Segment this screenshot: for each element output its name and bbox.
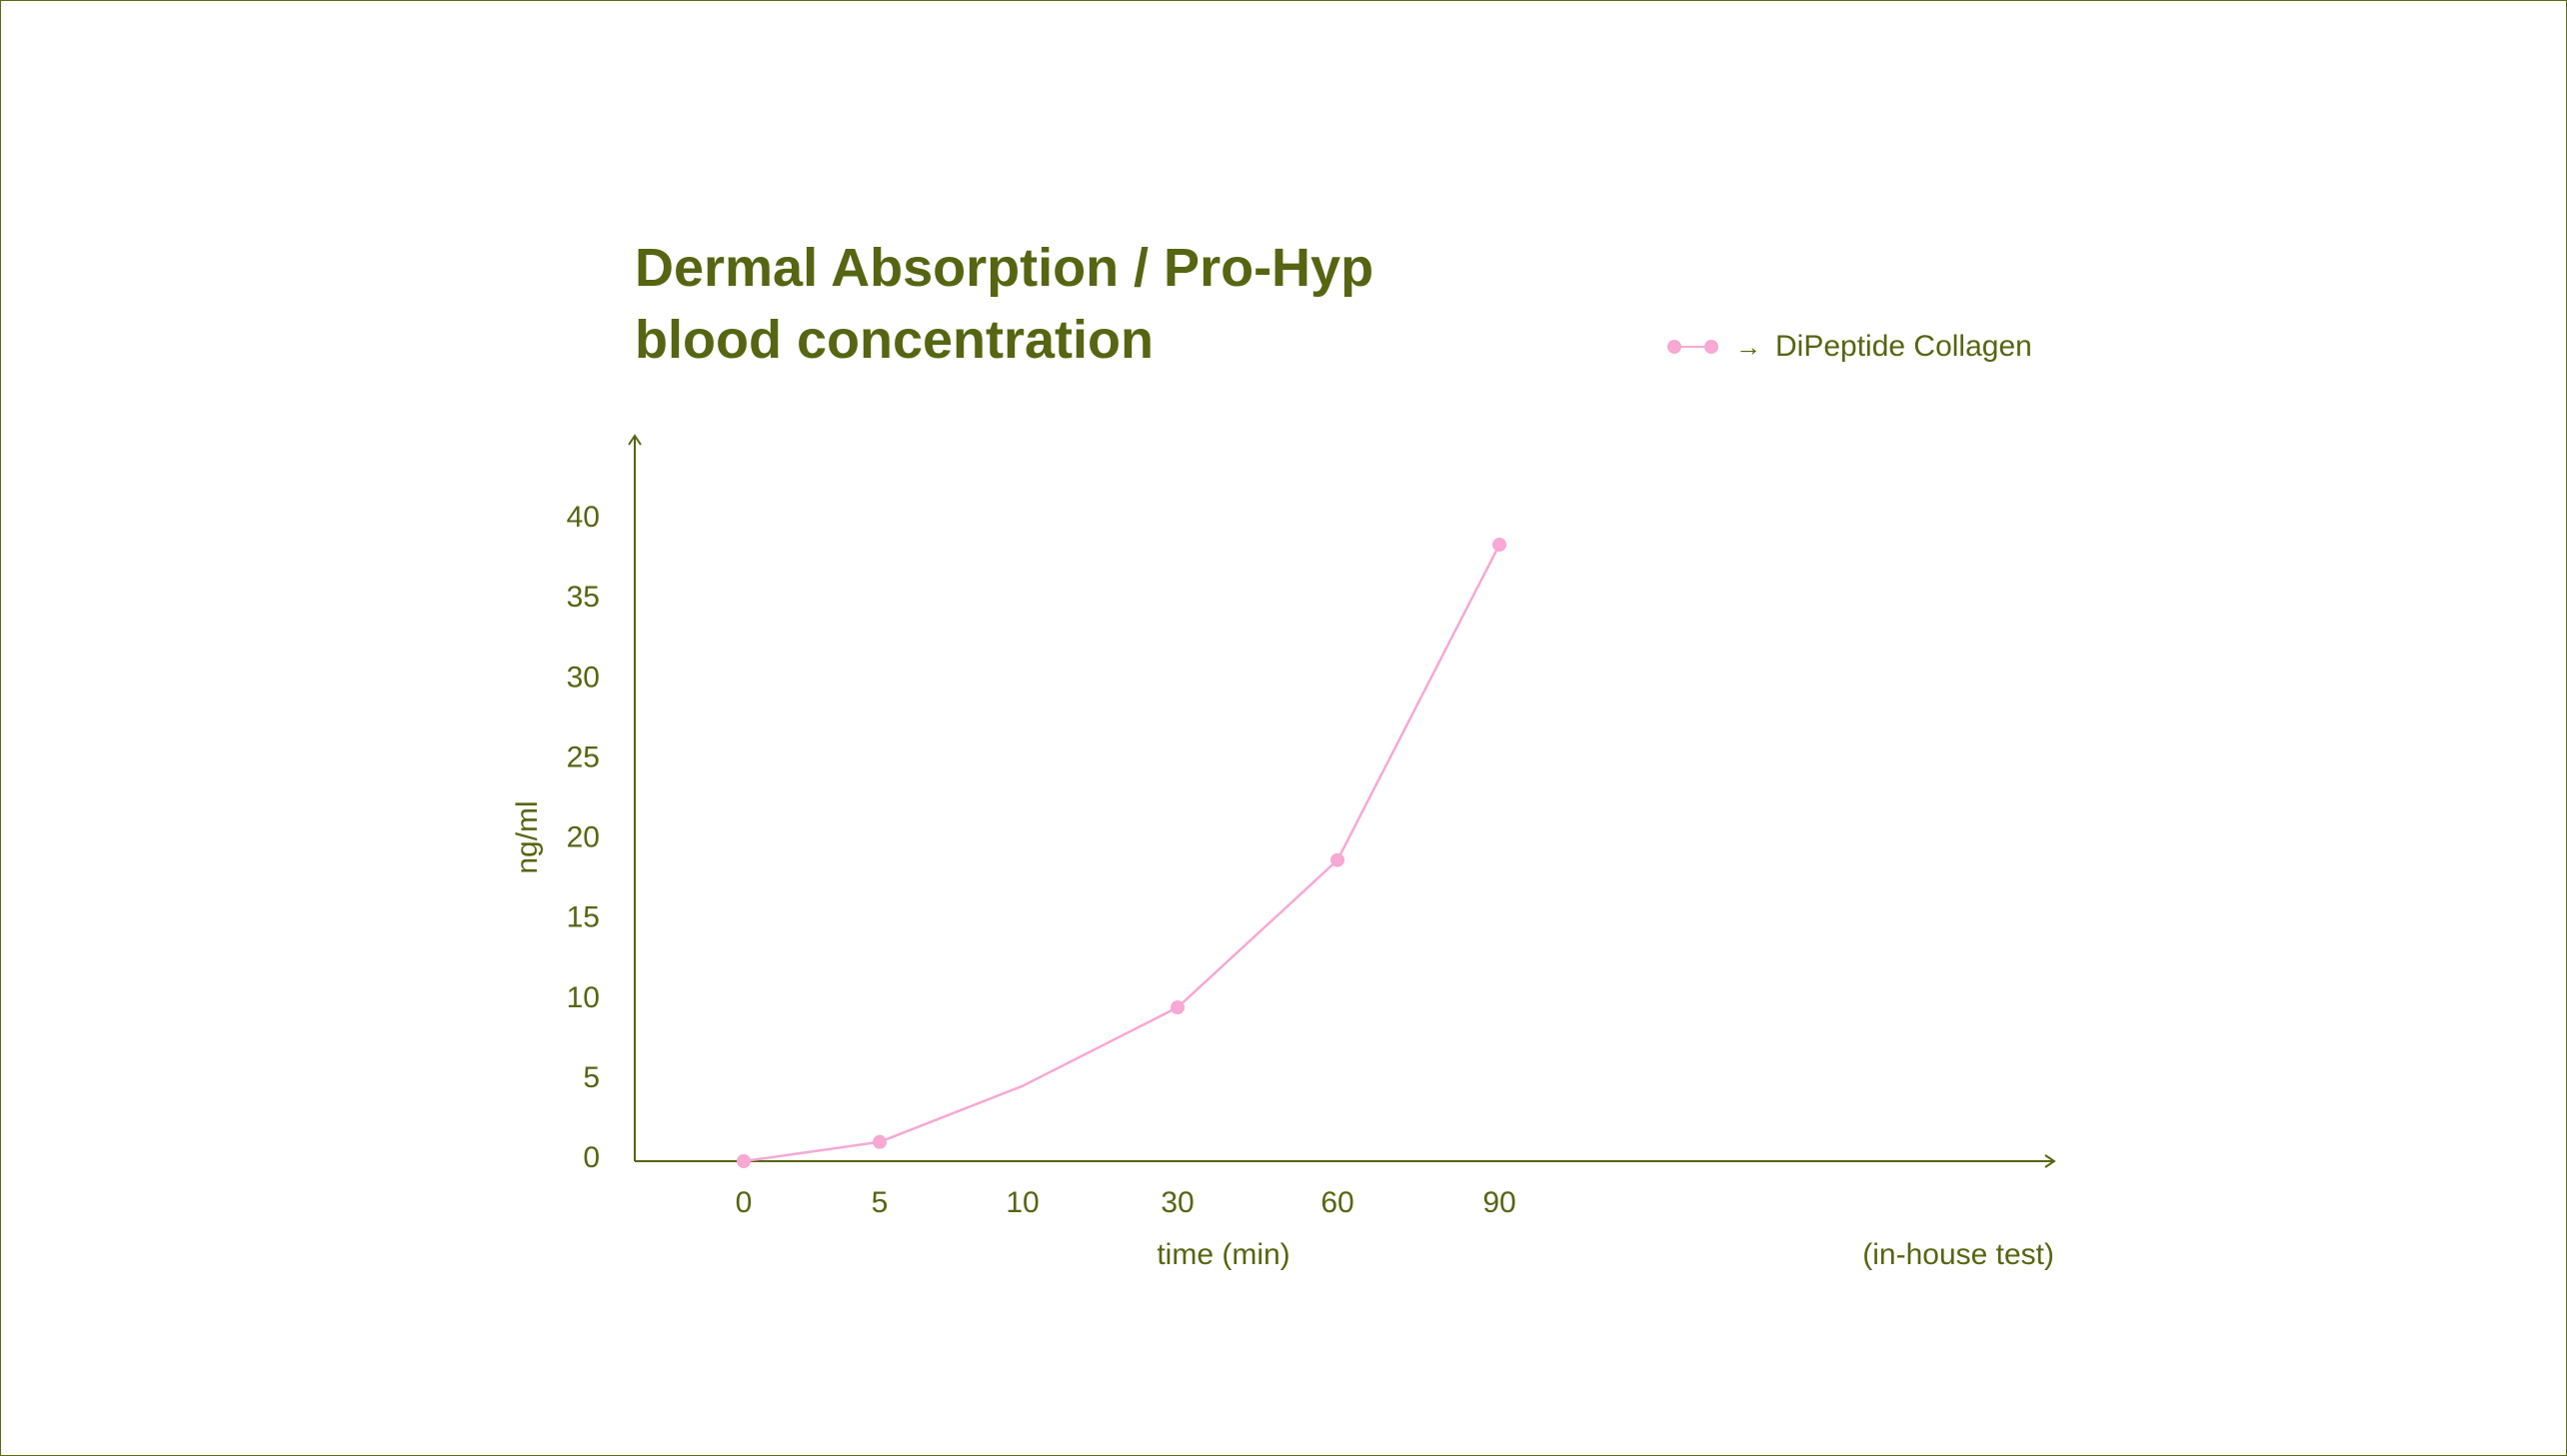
y-tick-label: 35 bbox=[567, 581, 600, 614]
data-point bbox=[737, 1154, 751, 1168]
series-line bbox=[743, 544, 1501, 1163]
y-tick-label: 30 bbox=[567, 661, 600, 694]
y-tick-label: 20 bbox=[567, 821, 600, 854]
data-point bbox=[1330, 852, 1344, 867]
chart-title-line-2: blood concentration bbox=[635, 310, 1154, 370]
data-point bbox=[1492, 538, 1506, 553]
y-tick-label: 25 bbox=[567, 740, 600, 773]
y-tick-label: 0 bbox=[583, 1141, 600, 1174]
x-tick-label: 90 bbox=[1482, 1186, 1515, 1219]
arrow-right-icon: → bbox=[1735, 331, 1761, 362]
legend-line-marker-icon bbox=[1667, 335, 1725, 359]
axis-labels: time (min) (in-house test) ng/ml bbox=[511, 800, 2054, 1271]
data-point bbox=[873, 1134, 887, 1149]
chart-title: Dermal Absorption / Pro-Hyp blood concen… bbox=[635, 232, 1373, 376]
x-tick-label: 60 bbox=[1320, 1186, 1353, 1219]
y-tick-label: 5 bbox=[583, 1061, 600, 1094]
y-axis-arrow-icon bbox=[628, 434, 642, 446]
y-axis-label: ng/ml bbox=[511, 800, 544, 873]
x-tick-label: 0 bbox=[736, 1186, 753, 1219]
chart-title-line-1: Dermal Absorption / Pro-Hyp bbox=[635, 238, 1374, 298]
series bbox=[737, 538, 1506, 1168]
x-tick-label: 30 bbox=[1161, 1186, 1194, 1219]
x-tick-label: 10 bbox=[1006, 1186, 1039, 1219]
axes bbox=[628, 434, 2056, 1168]
ticks: 0 5 10 15 20 25 30 35 40 0 5 10 30 60 90 bbox=[567, 501, 1516, 1219]
y-tick-label: 10 bbox=[567, 981, 600, 1014]
source-note: (in-house test) bbox=[1862, 1238, 2054, 1271]
x-tick-label: 5 bbox=[872, 1186, 889, 1219]
x-axis-label: time (min) bbox=[1157, 1238, 1289, 1271]
legend: → DiPeptide Collagen bbox=[1667, 330, 2032, 364]
y-tick-label: 40 bbox=[567, 501, 600, 534]
x-axis-arrow-icon bbox=[2044, 1154, 2056, 1168]
data-point bbox=[1171, 1000, 1185, 1015]
y-tick-label: 15 bbox=[567, 901, 600, 934]
legend-label: DiPeptide Collagen bbox=[1775, 330, 2032, 363]
